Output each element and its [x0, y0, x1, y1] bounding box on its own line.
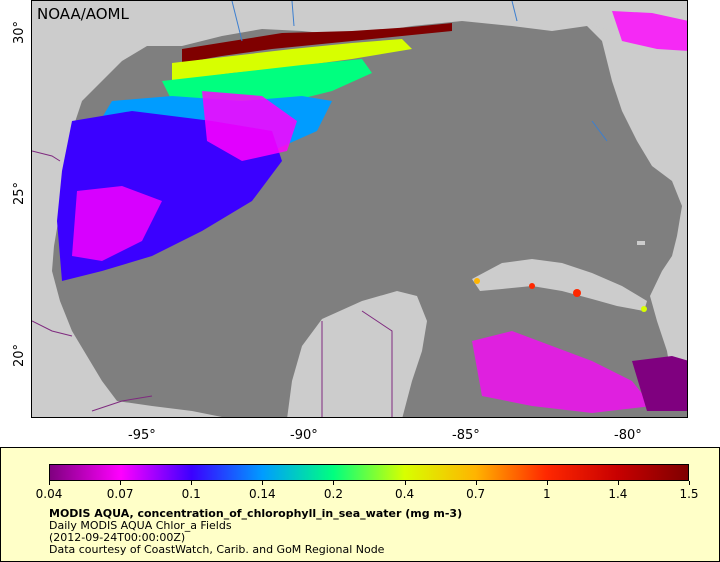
colorbar-tick-label: 0.14	[248, 487, 276, 501]
colorbar-tick-label: 0.7	[466, 487, 486, 501]
colorbar-tick-label: 1.4	[608, 487, 628, 501]
colorbar-tick-label: 0.2	[323, 487, 343, 501]
legend-credit: Data courtesy of CoastWatch, Carib. and …	[49, 543, 385, 556]
latitude-tick-label: 30°	[12, 20, 27, 44]
colorbar-tick-label: 1.5	[679, 487, 699, 501]
legend-timestamp: (2012-09-24T00:00:00Z)	[49, 531, 186, 544]
longitude-tick-label: -80°	[614, 428, 642, 443]
colorbar-tick-label: 0.4	[395, 487, 415, 501]
land-mexico	[32, 151, 222, 417]
longitude-tick-label: -90°	[290, 428, 318, 443]
chlorophyll-west-magenta	[72, 186, 162, 261]
colorbar-tick-mark	[475, 481, 477, 485]
political-border	[32, 150, 393, 417]
colorbar-tick-mark	[262, 481, 264, 485]
colorbar-tick-mark	[617, 481, 619, 485]
colorbar-tick-mark	[333, 481, 335, 485]
colorbar-tick-label: 0.1	[181, 487, 201, 501]
colorbar-tick-label: 0.04	[35, 487, 63, 501]
chlorophyll-hotspot	[641, 306, 647, 312]
chlorophyll-caribbean-dark	[632, 356, 687, 411]
map-canvas	[32, 1, 687, 417]
colorbar-tick-mark	[546, 481, 548, 485]
chlorophyll-shelf-green	[162, 59, 372, 101]
chlorophyll-hotspot	[474, 278, 480, 284]
map-credit-label: NOAA/AOML	[37, 5, 129, 23]
colorbar-tick-label: 1	[542, 487, 551, 501]
chlorophyll-caribbean-patch	[472, 331, 652, 413]
colorbar-tick-mark	[689, 481, 690, 485]
chlorophyll-hotspot	[529, 283, 535, 289]
legend-dataset: Daily MODIS AQUA Chlor_a Fields	[49, 519, 232, 532]
legend-panel: MODIS AQUA, concentration_of_chlorophyll…	[0, 447, 720, 562]
chlorophyll-atlantic-patch	[612, 11, 687, 51]
colorbar-tick-mark	[120, 481, 122, 485]
colorbar	[49, 464, 689, 481]
chlorophyll-offshore-magenta	[202, 91, 297, 161]
chlorophyll-coastal-mid	[172, 39, 412, 81]
land-cuba	[472, 259, 647, 311]
land-bahamas	[637, 241, 645, 245]
colorbar-tick-mark	[404, 481, 406, 485]
longitude-tick-label: -95°	[128, 428, 156, 443]
latitude-tick-label: 25°	[12, 181, 27, 205]
river-line	[231, 1, 608, 142]
chlorophyll-hotspot	[573, 289, 581, 297]
latitude-tick-label: 20°	[12, 343, 27, 367]
legend-title: MODIS AQUA, concentration_of_chlorophyll…	[49, 507, 463, 520]
colorbar-tick-mark	[49, 481, 50, 485]
colorbar-tick-label: 0.07	[106, 487, 134, 501]
longitude-tick-label: -85°	[452, 428, 480, 443]
chlorophyll-coastal-high	[182, 23, 452, 63]
colorbar-tick-mark	[191, 481, 193, 485]
map-panel: NOAA/AOML	[31, 0, 688, 418]
